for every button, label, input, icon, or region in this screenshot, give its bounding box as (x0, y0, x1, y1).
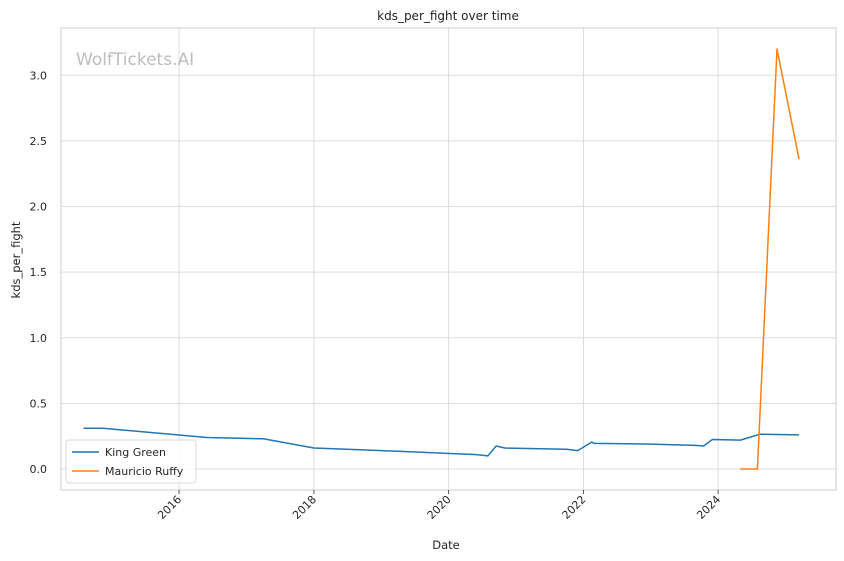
y-tick-label: 1.0 (30, 332, 48, 345)
y-tick-label: 0.0 (30, 463, 48, 476)
y-axis-label: kds_per_fight (9, 221, 23, 298)
legend: King Green Mauricio Ruffy (65, 439, 197, 484)
y-tick-label: 3.0 (30, 69, 48, 82)
legend-label-mauricio-ruffy: Mauricio Ruffy (105, 465, 184, 478)
watermark-text: WolfTickets.AI (76, 50, 194, 70)
y-tick-label: 1.5 (30, 266, 48, 279)
chart-title: kds_per_fight over time (377, 9, 519, 23)
y-tick-label: 2.5 (30, 135, 48, 148)
x-axis-label: Date (432, 538, 460, 552)
grid-lines (61, 28, 836, 490)
series-line-king-green (83, 427, 800, 457)
y-tick-labels: 0.0 0.5 1.0 1.5 2.0 2.5 3.0 (30, 69, 48, 476)
legend-box (65, 439, 197, 484)
y-tick-label: 0.5 (30, 397, 48, 410)
legend-label-king-green: King Green (105, 446, 166, 459)
series-lines (83, 48, 800, 470)
series-line-mauricio-ruffy (740, 48, 800, 470)
y-tick-label: 2.0 (30, 201, 48, 214)
